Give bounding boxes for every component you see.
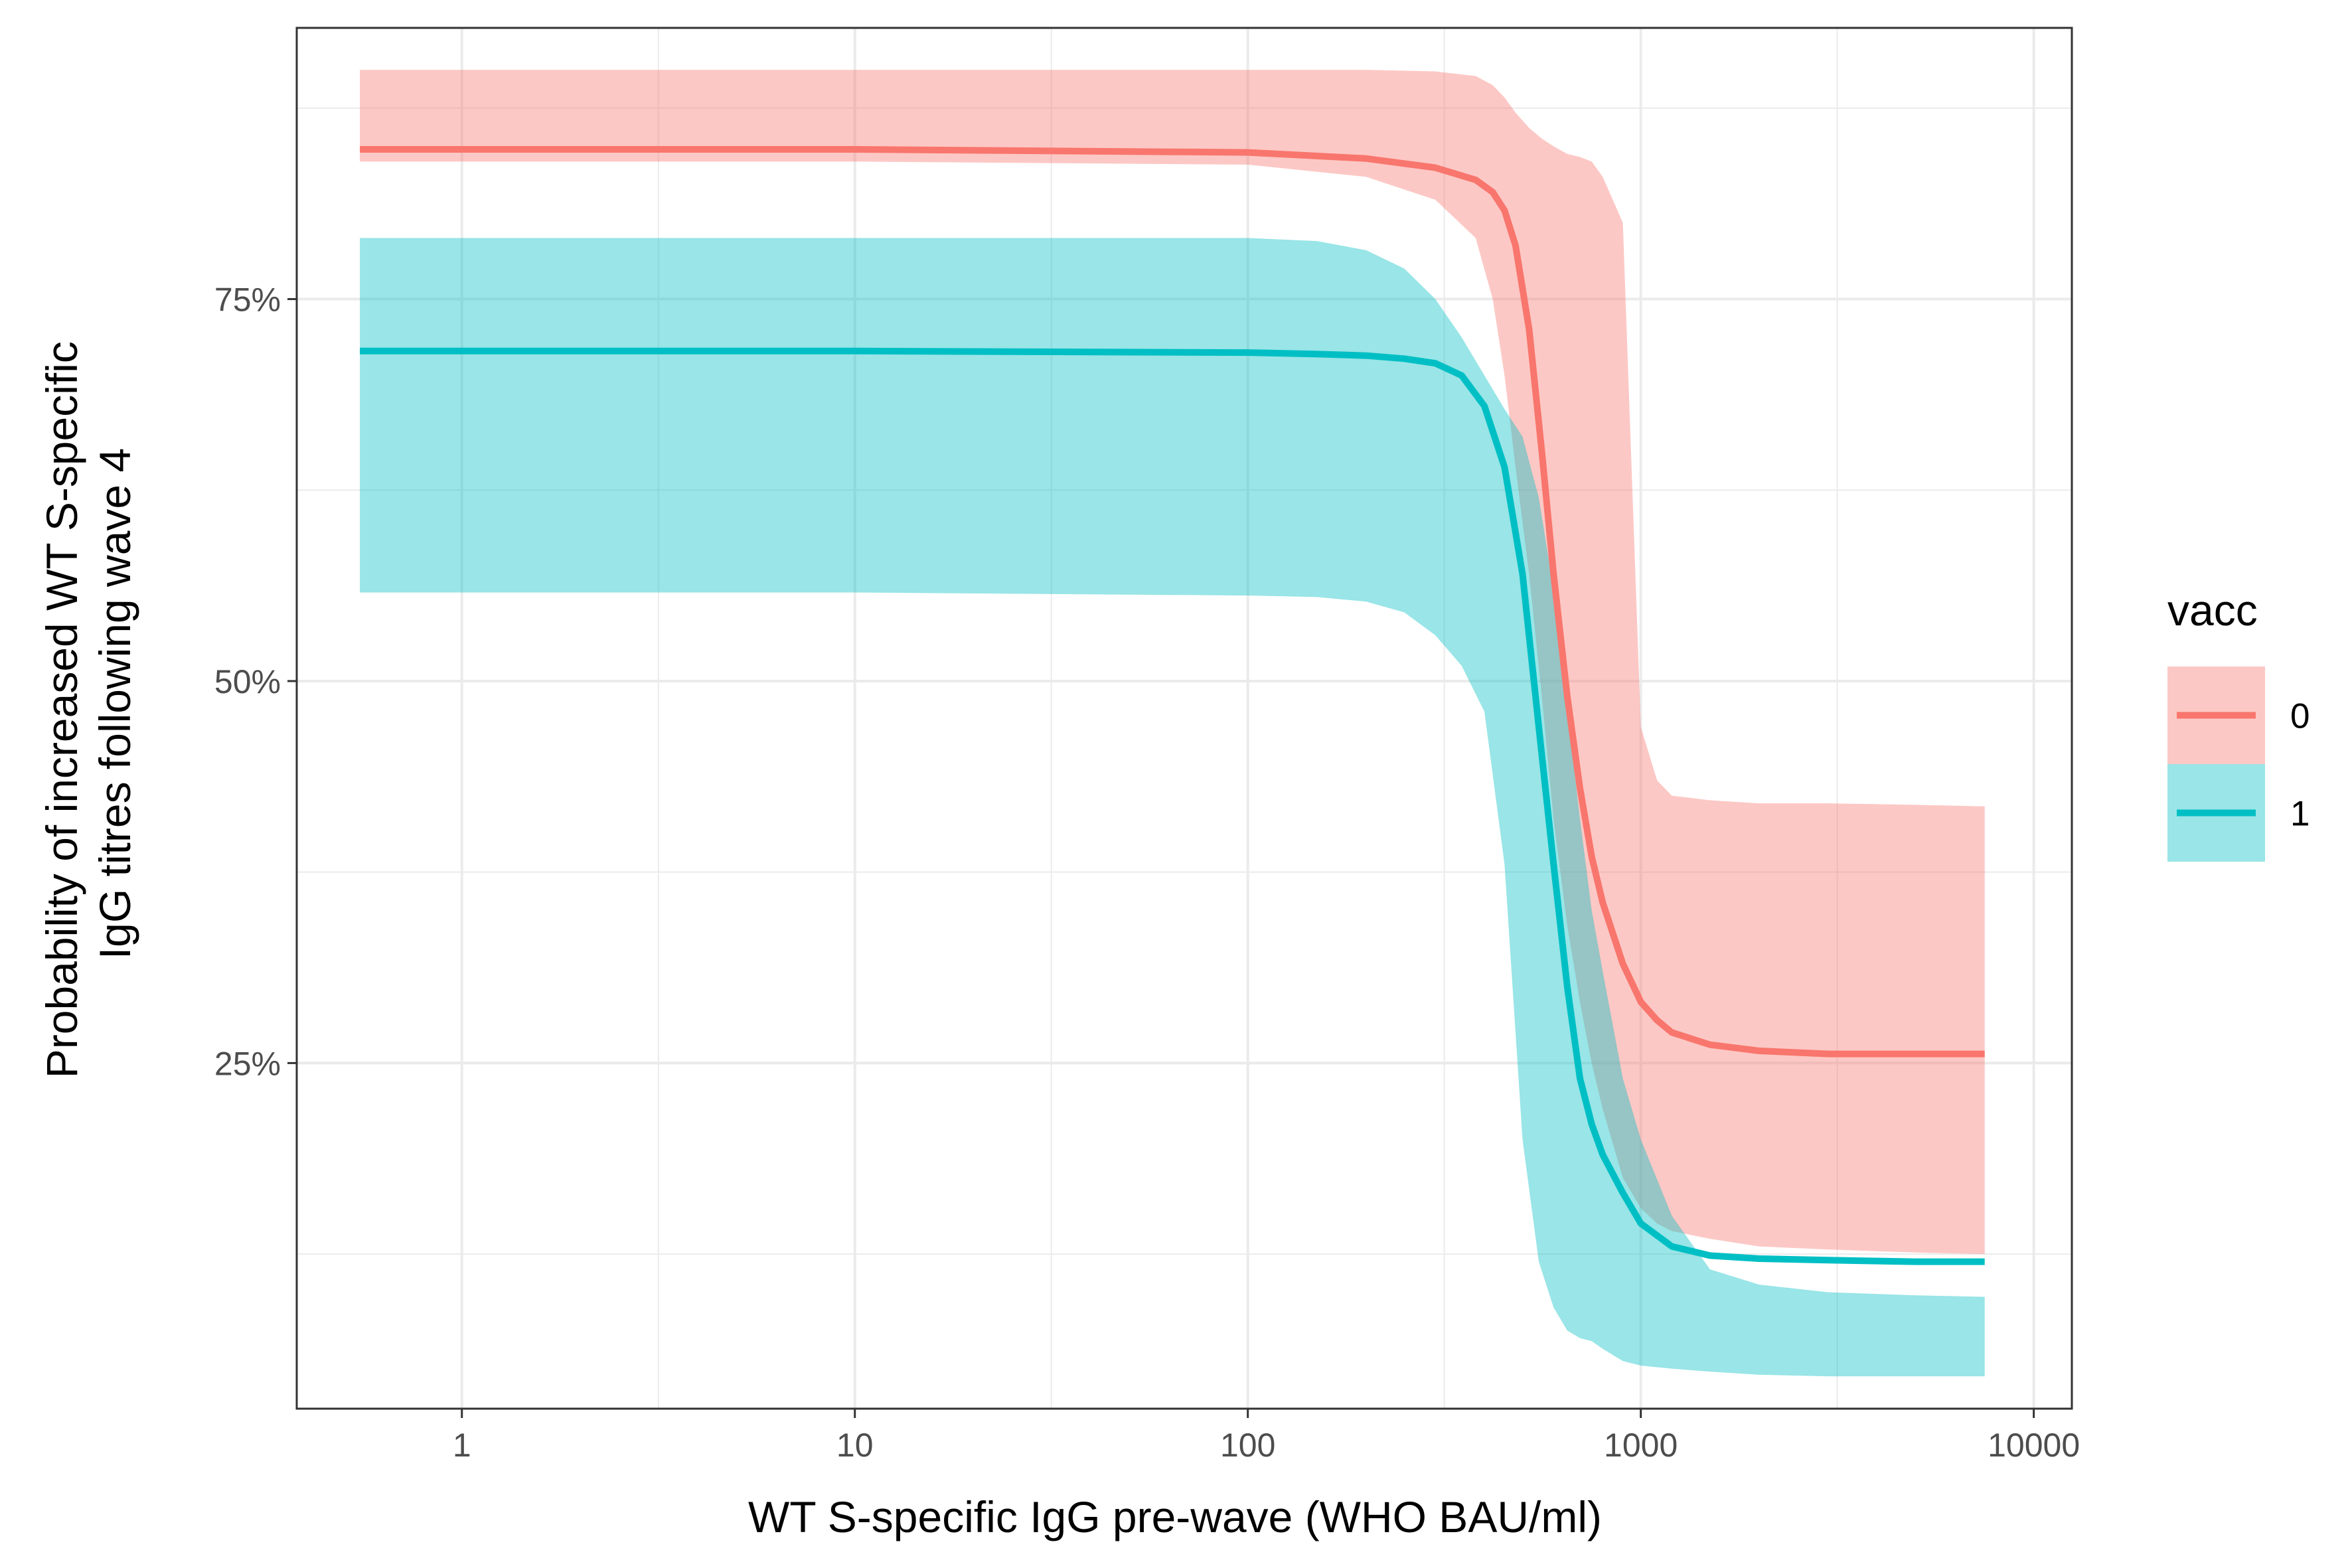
y-axis-title-line-1: Probability of increased WT S-specific bbox=[37, 341, 86, 1078]
x-axis-title: WT S-specific IgG pre-wave (WHO BAU/ml) bbox=[748, 1492, 1602, 1541]
legend-label-1: 1 bbox=[2290, 795, 2310, 834]
ribbon-vacc-0 bbox=[360, 70, 1985, 1255]
x-tick-label: 100 bbox=[1220, 1427, 1275, 1464]
x-axis: 1 10 100 1000 10000 bbox=[453, 1409, 2080, 1464]
y-tick-label: 50% bbox=[214, 663, 281, 700]
x-tick-label: 10000 bbox=[1988, 1427, 2080, 1464]
legend-title: vacc bbox=[2167, 586, 2258, 635]
series-lines bbox=[360, 146, 1985, 1265]
x-tick-label: 10 bbox=[836, 1427, 874, 1464]
y-axis: 25% 50% 75% bbox=[214, 281, 297, 1082]
x-tick-label: 1000 bbox=[1604, 1427, 1678, 1464]
panel-border bbox=[295, 27, 2073, 1410]
major-gridlines bbox=[297, 28, 2072, 1409]
line-vacc-0 bbox=[360, 146, 1985, 1058]
legend-label-0: 0 bbox=[2290, 697, 2310, 736]
y-tick-label: 75% bbox=[214, 281, 281, 319]
legend: vacc 0 1 bbox=[2167, 586, 2310, 862]
minor-gridlines bbox=[297, 28, 2072, 1409]
y-axis-title: Probability of increased WT S-specific I… bbox=[37, 329, 139, 1079]
confidence-ribbons bbox=[360, 70, 1985, 1377]
y-tick-label: 25% bbox=[214, 1045, 281, 1082]
y-axis-title-line-2: IgG titres following wave 4 bbox=[90, 448, 139, 959]
x-tick-label: 1 bbox=[453, 1427, 471, 1464]
line-vacc-1 bbox=[360, 347, 1985, 1265]
ribbon-vacc-1 bbox=[360, 238, 1985, 1377]
